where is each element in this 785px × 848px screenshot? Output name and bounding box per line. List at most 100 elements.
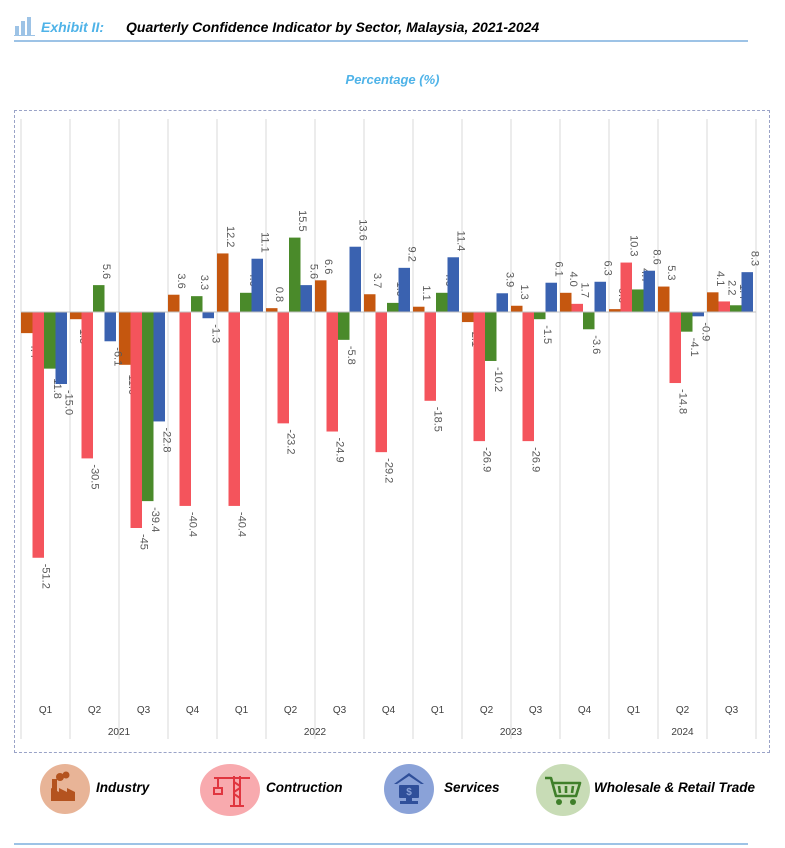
quarter-tick-label: Q1 [627,705,641,716]
exhibit-number: Exhibit II: [41,19,104,35]
bar [560,292,572,312]
data-label: 4.0 [567,272,579,287]
legend-label-wholesale-retail: Wholesale & Retail Trade [594,780,756,795]
legend-circle-industry [40,764,90,814]
bar [119,312,131,365]
bar [266,308,278,312]
legend-label-services: Services [444,780,500,795]
bar [571,303,583,312]
legend-item-wholesale-retail: Wholesale & Retail Trade [536,760,766,816]
bar [741,272,753,312]
data-label: -23.2 [284,429,296,454]
data-label: 11.4 [454,231,466,252]
bar [632,289,644,312]
data-label: -26.9 [529,447,541,472]
bar [387,302,399,312]
bar [240,292,252,312]
bar [55,312,67,384]
data-label: -26.9 [480,447,492,472]
data-label: -14.8 [676,389,688,414]
footer-rule [14,843,748,845]
bar [718,301,730,312]
bar [364,294,376,312]
bar [496,293,508,312]
chart-plot: -4.4-1.5-11.03.612.20.86.63.71.1-2.11.34… [20,119,760,739]
bar [692,312,704,317]
quarter-tick-label: Q4 [382,705,396,716]
data-label: 5.6 [307,264,319,279]
year-tick-label: 2023 [500,727,523,738]
bar [545,282,557,312]
bar [583,312,595,330]
bar [277,312,289,424]
data-label: -15.0 [62,390,74,415]
quarter-tick-label: Q2 [284,705,298,716]
quarter-tick-label: Q3 [529,705,543,716]
bar [326,312,338,432]
legend-label-industry: Industry [96,780,150,795]
data-label: -6.1 [111,347,123,366]
bar [681,312,693,332]
data-label: 3.6 [175,273,187,288]
data-label: 3.3 [198,275,210,290]
data-label: -5.8 [345,346,357,365]
bar [534,312,546,320]
data-label: 3.9 [503,272,515,287]
legend-circle-bg [40,764,90,814]
year-tick-label: 2022 [304,727,327,738]
data-label: -22.8 [160,427,172,452]
bar [289,237,301,312]
bar [707,292,719,312]
bar [620,262,632,312]
bar [473,312,485,442]
bar [485,312,497,361]
data-label: 6.1 [552,261,564,276]
bar [398,267,410,312]
data-label: 11.1 [258,232,270,253]
bar [436,292,448,312]
data-label: 6.6 [322,259,334,274]
bar [179,312,191,506]
svg-text:$: $ [406,787,412,798]
quarter-tick-label: Q2 [88,705,102,716]
bar [44,312,56,369]
factory-icon [40,764,90,814]
data-label: -40.4 [235,512,247,537]
data-label: 4.1 [714,271,726,286]
data-label: -10.2 [492,367,504,392]
bar [142,312,154,502]
legend-item-construction: Contruction [200,760,370,816]
bar [251,258,263,312]
bar [315,280,327,312]
computer-icon: $ [384,764,434,814]
bar [168,294,180,312]
cart-icon [536,764,590,816]
bar [32,312,44,558]
bar [130,312,142,528]
quarter-tick-label: Q4 [578,705,592,716]
data-label: -1.3 [209,324,221,343]
bar [228,312,240,506]
quarter-tick-label: Q3 [725,705,739,716]
crane-icon [200,764,260,816]
data-label: -29.2 [382,458,394,483]
bar [447,257,459,312]
legend-item-industry: Industry [40,760,190,816]
data-label: 5.6 [100,264,112,279]
data-label: 15.5 [296,210,308,231]
data-label: -24.9 [333,438,345,463]
data-label: 12.2 [224,226,236,247]
bar [669,312,681,384]
data-label: 3.7 [371,273,383,288]
data-label: 0.8 [273,287,285,302]
data-label: 8.6 [650,249,662,264]
bar-chart-icon [14,17,35,36]
quarter-tick-label: Q3 [333,705,347,716]
year-tick-label: 2024 [671,727,694,738]
bar [609,309,621,312]
data-label: 2.2 [725,280,737,295]
bar [217,253,229,312]
quarter-tick-label: Q1 [431,705,445,716]
legend-item-services: $ Services [384,760,524,816]
data-label: 5.3 [665,265,677,280]
